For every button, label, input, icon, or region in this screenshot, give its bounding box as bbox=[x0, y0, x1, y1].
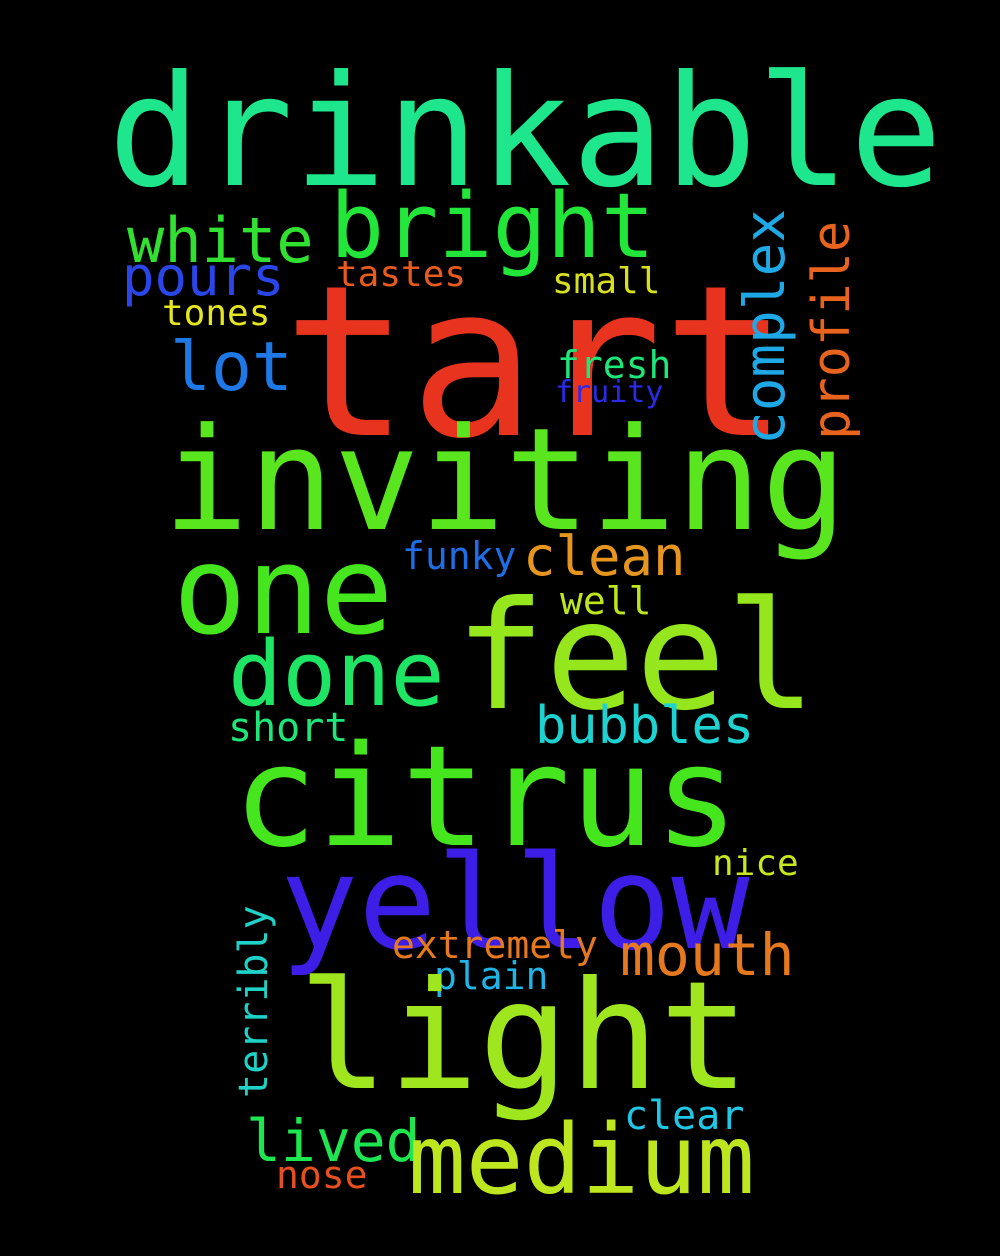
word-short: short bbox=[228, 705, 349, 751]
word-bubbles: bubbles bbox=[535, 696, 755, 756]
word-tart: tart bbox=[283, 240, 789, 485]
word-tastes: tastes bbox=[336, 254, 467, 295]
word-inviting: inviting bbox=[163, 398, 847, 563]
word-one: one bbox=[173, 520, 394, 662]
word-nose: nose bbox=[276, 1153, 368, 1197]
word-drinkable: drinkable bbox=[108, 43, 943, 222]
word-mouth: mouth bbox=[620, 921, 795, 989]
word-done: done bbox=[228, 622, 445, 727]
word-bright: bright bbox=[330, 174, 656, 279]
word-small: small bbox=[552, 261, 661, 302]
word-white: white bbox=[127, 204, 314, 277]
word-clear: clear bbox=[624, 1093, 745, 1139]
word-terribly: terribly bbox=[231, 905, 277, 1098]
word-extremely: extremely bbox=[392, 923, 598, 967]
word-plain: plain bbox=[434, 954, 549, 998]
word-medium: medium bbox=[408, 1104, 755, 1216]
word-lived: lived bbox=[246, 1107, 421, 1175]
word-feel: feel bbox=[455, 570, 817, 744]
word-clean: clean bbox=[523, 525, 686, 588]
word-pours: pours bbox=[122, 245, 285, 308]
word-light: light bbox=[298, 950, 750, 1124]
word-tones: tones bbox=[162, 293, 271, 334]
word-well: well bbox=[560, 579, 652, 623]
word-citrus: citrus bbox=[233, 716, 739, 879]
word-funky: funky bbox=[402, 534, 517, 578]
word-nice: nice bbox=[712, 843, 799, 884]
word-lot: lot bbox=[170, 328, 293, 407]
word-fresh: fresh bbox=[557, 343, 672, 387]
word-yellow: yellow bbox=[280, 827, 750, 979]
word-fruity: fruity bbox=[555, 375, 664, 410]
